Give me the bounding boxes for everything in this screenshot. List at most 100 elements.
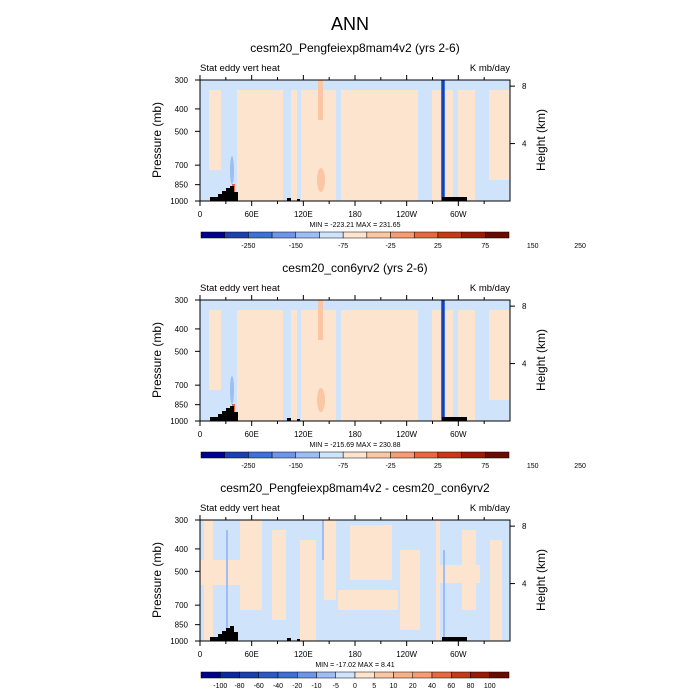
contour-region	[297, 80, 301, 201]
panel-title: cesm20_Pengfeiexp8mam4v2 - cesm20_con6yr…	[220, 481, 490, 495]
y-tick-label: 300	[175, 296, 189, 305]
colorbar-label: -25	[385, 463, 395, 470]
y-tick-label: 700	[175, 161, 189, 170]
colorbar-label: 25	[434, 463, 442, 470]
colorbar-label: -20	[292, 683, 302, 690]
contour-region	[338, 590, 398, 610]
x-tick-label: 60W	[450, 650, 467, 659]
colorbar-box	[319, 451, 344, 459]
contour-region	[440, 565, 480, 583]
colorbar-label: -10	[311, 683, 321, 690]
contour-field	[200, 520, 510, 641]
colorbar-label: 150	[527, 243, 539, 250]
colorbar-box	[295, 231, 320, 239]
x-tick-label: 120W	[396, 430, 417, 439]
topography	[210, 626, 238, 641]
height-tick-label: 4	[522, 360, 527, 369]
y-axis-label: Pressure (mb)	[150, 542, 164, 618]
colorbar-box	[390, 451, 415, 459]
panel-3: cesm20_Pengfeiexp8mam4v2 - cesm20_con6yr…	[150, 481, 548, 690]
contour-region	[200, 80, 209, 201]
height-tick-label: 8	[522, 82, 527, 91]
topography	[297, 199, 300, 201]
colorbar-box	[277, 671, 298, 679]
colorbar-box	[413, 231, 439, 239]
colorbar-label: 150	[527, 463, 539, 470]
colorbar-box	[316, 671, 336, 679]
colorbar-box	[319, 231, 344, 239]
contour-region	[480, 180, 510, 201]
colorbar-box	[200, 671, 221, 679]
colorbar-label: 250	[574, 463, 586, 470]
colorbar-box	[366, 231, 391, 239]
contour-region	[436, 520, 440, 641]
x-tick-label: 0	[198, 430, 203, 439]
colorbar-label: -100	[213, 683, 227, 690]
x-tick-label: 180	[348, 650, 362, 659]
variable-label: Stat eddy vert heat	[200, 63, 280, 74]
colorbar-box	[200, 451, 225, 459]
colorbar-box	[390, 231, 415, 239]
y-tick-label: 500	[175, 567, 189, 576]
colorbar-box	[295, 451, 320, 459]
y-tick-label: 850	[175, 621, 189, 630]
y-tick-label: 700	[175, 601, 189, 610]
colorbar-label: -80	[234, 683, 244, 690]
colorbar-box	[413, 451, 439, 459]
colorbar-box	[461, 451, 486, 459]
colorbar-box	[437, 231, 462, 239]
x-tick-label: 60E	[245, 210, 259, 219]
y-tick-label: 300	[175, 76, 189, 85]
contour-region	[283, 80, 291, 201]
topography	[297, 419, 300, 421]
colorbar-label: 20	[409, 683, 417, 690]
colorbar-label: 5	[372, 683, 376, 690]
contour-region	[475, 80, 489, 201]
x-tick-label: 120E	[294, 650, 313, 659]
contour-region	[200, 560, 240, 585]
contour-region	[453, 80, 458, 201]
colorbar-box	[224, 451, 249, 459]
stats-label: MIN = -17.02 MAX = 8.41	[315, 662, 394, 669]
x-tick-label: 0	[198, 210, 203, 219]
y-tick-label: 1000	[170, 417, 188, 426]
y-tick-label: 850	[175, 181, 189, 190]
y-tick-label: 400	[175, 325, 189, 334]
colorbar-label: -25	[385, 243, 395, 250]
stats-label: MIN = -215.69 MAX = 230.88	[309, 442, 400, 449]
colorbar-box	[271, 451, 297, 459]
colorbar-box	[335, 671, 356, 679]
y-tick-label: 400	[175, 545, 189, 554]
contour-region	[226, 530, 228, 630]
colorbar-box	[489, 671, 510, 679]
x-tick-label: 60E	[245, 650, 259, 659]
contour-region	[317, 168, 325, 192]
y-tick-label: 300	[175, 516, 189, 525]
contour-region	[443, 550, 445, 641]
units-label: K mb/day	[470, 283, 510, 294]
height-tick-label: 8	[522, 302, 527, 311]
x-tick-label: 60W	[450, 430, 467, 439]
height-tick-label: 8	[522, 522, 527, 531]
colorbar-box	[220, 671, 240, 679]
colorbar-label: 75	[481, 243, 489, 250]
x-tick-label: 120E	[294, 210, 313, 219]
colorbar-box	[412, 671, 433, 679]
contour-region	[317, 388, 325, 412]
colorbar-label: -75	[338, 463, 348, 470]
stats-label: MIN = -223.21 MAX = 231.65	[309, 222, 400, 229]
x-tick-label: 120E	[294, 430, 313, 439]
topography	[287, 198, 291, 201]
colorbar-box	[366, 451, 391, 459]
x-tick-label: 120W	[396, 210, 417, 219]
colorbar-box	[239, 671, 259, 679]
colorbar-label: 60	[447, 683, 455, 690]
topography	[210, 406, 238, 421]
colorbar-box	[224, 231, 249, 239]
colorbar-label: 100	[484, 683, 496, 690]
colorbar-box	[437, 451, 462, 459]
contour-background	[200, 80, 510, 201]
colorbar-label: -250	[241, 243, 255, 250]
panel-title: cesm20_con6yrv2 (yrs 2-6)	[282, 261, 427, 275]
